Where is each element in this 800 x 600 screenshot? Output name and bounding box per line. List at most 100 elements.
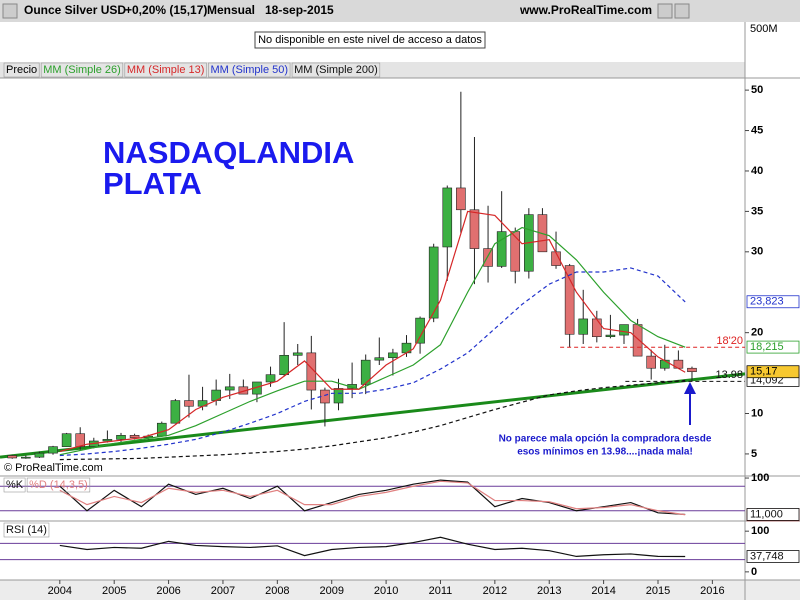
legend-entry: Precio [6,64,37,76]
series-line [59,536,686,558]
series-line [59,480,686,516]
candle-body [265,374,276,383]
level-label: 18'20 [716,335,743,347]
candle-body [170,400,181,424]
candle-body [48,446,58,454]
value-label: 11,000 [750,508,783,520]
instrument: Ounce Silver USD [24,3,126,17]
x-tick-label: 2010 [374,585,398,597]
candle-body [306,352,317,391]
y-tick-label: 40 [751,165,763,177]
legend-box [124,62,207,78]
candle-body [456,187,466,211]
candle-body [320,389,330,404]
candle-body [632,324,643,357]
candle-body [578,318,589,335]
candle-body [388,352,398,359]
value-label: 15,17 [750,366,778,378]
arrow-head [684,382,696,394]
candle-body [687,367,697,373]
series-line [59,226,686,456]
header-bar [0,0,800,22]
menu-icon[interactable] [2,3,18,19]
candle-body [415,317,425,344]
x-tick-label: 2014 [591,585,615,597]
candle-body [360,359,371,385]
value-label-box [746,365,800,379]
x-tick-label: 2007 [211,585,235,597]
candle-body [224,386,235,391]
x-tick-label: 2005 [102,585,126,597]
y-tick-label: 35 [751,205,763,217]
candle-body [496,231,507,267]
legend-entry: MM (Simple 26) [43,64,121,76]
candle-body [279,354,289,376]
value-label: 18,215 [750,341,784,353]
candle-body [442,187,453,248]
y-tick-label: 100 [751,472,769,484]
candle-body [333,388,344,404]
value-label: 23,823 [750,296,784,308]
legend-box [3,62,40,78]
y-tick-label: 10 [751,407,763,419]
copyright: © ProRealTime.com [4,462,103,474]
level-label: 13.98 [715,369,743,381]
y-tick-label: 30 [751,246,763,258]
annotation: No parece mala opción la compradora desd… [499,434,712,445]
legend-entry: MM (Simple 13) [127,64,205,76]
x-tick-label: 2015 [646,585,670,597]
series-line [59,479,686,516]
volume-label: 500M [750,23,778,35]
candle-body [102,439,113,442]
candle-body [292,352,303,356]
legend-box [3,522,50,538]
series-line [59,267,686,457]
maximize-button[interactable] [674,3,690,19]
legend-box [26,477,91,493]
candle-body [592,318,602,338]
y-tick-label: 45 [751,124,763,136]
x-tick-label: 2012 [483,585,507,597]
notice: No disponible en este nivel de acceso a … [258,34,482,46]
site: www.ProRealTime.com [519,3,652,17]
value-label-box [746,295,800,309]
y-tick-label: 0 [751,566,757,578]
x-tick-label: 2004 [48,585,72,597]
candle-body [21,456,31,459]
annotation: esos mínimos en 13.98....¡nada mala! [517,447,693,458]
series-line [59,210,686,453]
y-tick-label: 20 [751,327,763,339]
candle-body [7,455,18,459]
value-label-box [746,550,800,563]
y-tick-label: 100 [751,525,769,537]
series-line [59,379,686,461]
candle-body [646,355,656,369]
x-tick-label: 2008 [265,585,289,597]
notice-box [254,31,486,49]
date: 18-sep-2015 [265,3,334,17]
minimize-button[interactable] [657,3,673,19]
period: Mensual [207,3,255,17]
legend-entry: %D (14,3,5) [29,479,88,491]
candle-body [605,334,616,338]
candle-body [34,452,45,458]
legend-box [291,62,381,78]
candle-body [469,209,480,249]
x-tick-label: 2011 [429,585,453,597]
candle-body [156,422,167,437]
legend-entry: RSI (14) [6,524,47,536]
y-tick-label: 50 [751,84,763,96]
candle-body [61,433,72,447]
x-tick-label: 2013 [537,585,561,597]
chart-title: NASDAQLANDIA [103,135,354,170]
candle-body [374,357,385,361]
value-label: 37,748 [750,550,784,562]
x-tick-label: 2009 [319,585,343,597]
chart-title: PLATA [103,166,202,201]
legend-entry: MM (Simple 200) [294,64,378,76]
value-label-box [746,508,800,521]
candle-body [510,231,521,272]
candle-body [483,248,493,267]
x-tick-label: 2016 [700,585,724,597]
legend-box [3,477,26,493]
